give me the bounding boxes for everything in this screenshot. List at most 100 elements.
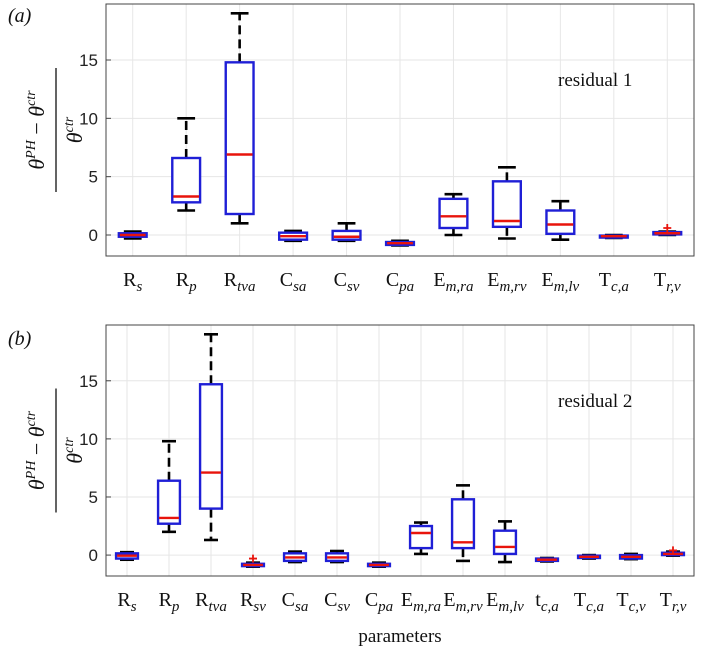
box-2 — [198, 332, 224, 542]
y-label-sup: PH — [24, 139, 39, 160]
x-tick-label-sub: r,v — [666, 279, 681, 295]
x-tick-label: Tr,v — [660, 589, 687, 615]
panel-label: (b) — [8, 328, 32, 350]
box-iqr — [156, 479, 182, 525]
x-tick-label-base: C — [365, 589, 378, 611]
x-tick-label-base: R — [159, 589, 173, 611]
box-13 — [660, 546, 686, 557]
box-4 — [331, 222, 362, 243]
y-tick-label: 15 — [79, 51, 98, 70]
x-tick-label-base: E — [542, 269, 554, 291]
x-tick-label-sub: c,a — [611, 279, 629, 295]
x-tick-label: Rtva — [195, 589, 227, 615]
x-tick-label-sub: sa — [295, 599, 308, 615]
x-tick-label: Csa — [282, 589, 309, 615]
x-axis-title: parameters — [358, 626, 441, 647]
box-iqr — [492, 529, 518, 556]
x-tick-label-base: T — [574, 589, 586, 611]
y-tick-label: 10 — [79, 109, 98, 128]
outlier-marker — [669, 546, 677, 555]
x-tick-label-base: E — [433, 269, 445, 291]
box-7 — [491, 166, 523, 240]
plot-frame — [105, 324, 695, 577]
box-4 — [282, 550, 308, 564]
x-tick-label-sub: s — [131, 599, 137, 615]
box-iqr — [438, 197, 469, 230]
x-tick-label: Cpa — [365, 589, 393, 615]
x-tick-label-sub: p — [171, 599, 180, 615]
x-tick-label-base: R — [240, 589, 254, 611]
x-tick-label: Rp — [159, 589, 180, 615]
x-tick-label-base: E — [486, 589, 498, 611]
x-tick-label-sub: m,ra — [413, 599, 441, 615]
box-10 — [534, 556, 560, 563]
x-tick-label-sub: sv — [347, 279, 360, 295]
x-tick-label: Tc,a — [599, 269, 629, 295]
x-tick-label-sub: m,lv — [554, 279, 580, 295]
x-tick-label: Rsv — [240, 589, 266, 615]
x-tick-label-sub: p — [188, 279, 197, 295]
x-tick-label-sub: m,rv — [499, 279, 526, 295]
box-0 — [114, 550, 140, 562]
x-tick-label: Rp — [176, 269, 197, 295]
x-tick-label-base: E — [487, 269, 499, 291]
y-label-denominator: θctr — [62, 116, 87, 143]
x-tick-label: Rs — [123, 269, 142, 295]
box-1 — [171, 117, 202, 212]
x-tick-label-base: T — [599, 269, 611, 291]
box-iqr — [408, 524, 434, 550]
box-iqr — [491, 180, 523, 229]
x-tick-label-base: C — [324, 589, 337, 611]
y-label-minus: − — [24, 437, 49, 460]
y-tick-label: 0 — [89, 226, 98, 245]
box-3 — [277, 229, 309, 243]
y-label-sup: ctr — [24, 90, 39, 106]
y-label-theta: θ — [62, 453, 87, 464]
y-tick-label: 0 — [89, 546, 98, 565]
x-tick-label: tc,a — [535, 589, 558, 615]
box-6 — [366, 561, 392, 569]
box-iqr — [331, 229, 362, 241]
x-tick-label-sub: m,lv — [498, 599, 524, 615]
box-8 — [545, 199, 576, 241]
box-7 — [408, 521, 434, 556]
y-label-theta: θ — [24, 106, 49, 117]
y-label-denominator: θctr — [62, 437, 87, 464]
x-tick-label-base: R — [224, 269, 238, 291]
x-tick-label: Csv — [324, 589, 350, 615]
x-tick-label-base: T — [616, 589, 628, 611]
x-tick-label-sub: pa — [398, 279, 414, 295]
x-tick-label: Em,lv — [542, 269, 580, 295]
y-tick-label: 10 — [79, 430, 98, 449]
x-tick-label-base: C — [282, 589, 295, 611]
box-0 — [117, 230, 148, 240]
x-tick-label-sub: sv — [253, 599, 266, 615]
x-tick-label-sub: r,v — [672, 599, 687, 615]
box-12 — [618, 552, 644, 561]
x-tick-label: Em,lv — [486, 589, 524, 615]
box-1 — [156, 439, 182, 534]
x-tick-label: Rs — [117, 589, 136, 615]
x-tick-label: Csv — [334, 269, 360, 295]
y-label-theta: θ — [62, 132, 87, 143]
x-tick-label: Em,ra — [433, 269, 473, 295]
box-3 — [240, 554, 266, 569]
y-label-sup: ctr — [62, 437, 77, 453]
x-tick-label-base: T — [654, 269, 666, 291]
residual-annotation: residual 1 — [558, 70, 632, 91]
box-9 — [492, 520, 518, 564]
y-label-theta: θ — [24, 159, 49, 170]
x-tick-label-base: t — [535, 589, 541, 611]
x-tick-label-sub: c,v — [629, 599, 646, 615]
x-tick-label-sub: c,a — [541, 599, 559, 615]
y-tick-label: 5 — [89, 488, 98, 507]
x-tick-label-base: C — [334, 269, 347, 291]
x-tick-label-sub: sa — [293, 279, 306, 295]
x-tick-label-base: E — [401, 589, 413, 611]
x-tick-label-sub: tva — [209, 599, 227, 615]
y-label-sup: PH — [24, 460, 39, 481]
